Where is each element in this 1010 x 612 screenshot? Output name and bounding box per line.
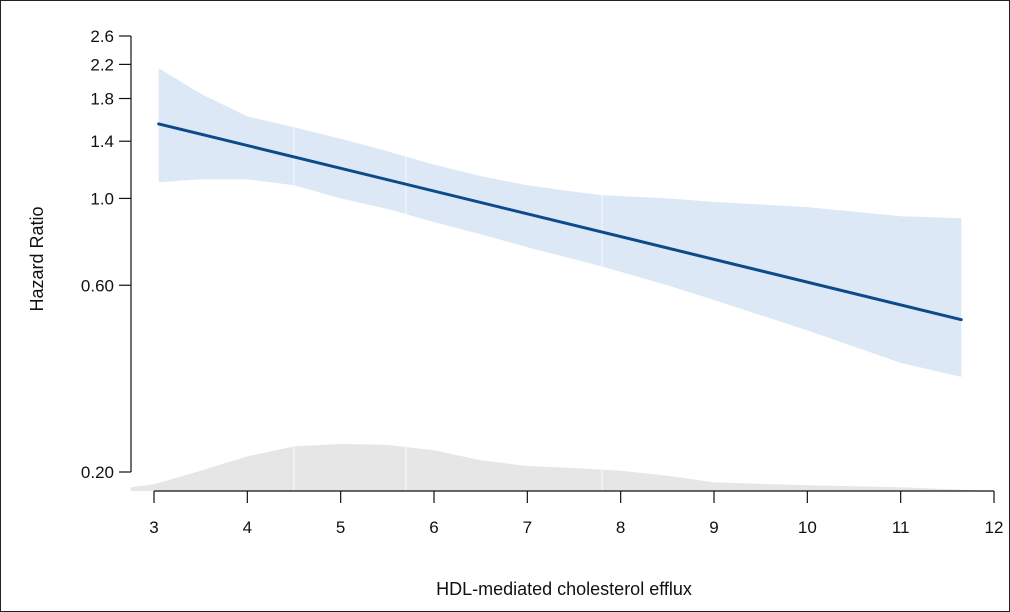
x-tick-label: 6 — [429, 518, 438, 537]
x-tick-label: 7 — [523, 518, 532, 537]
y-axis: 0.20 0.60 1.0 1.4 1.8 2.2 2.6 — [81, 27, 132, 482]
y-tick-label: 1.4 — [90, 132, 114, 151]
x-tick-label: 11 — [892, 518, 910, 537]
estimate-line-layer — [157, 122, 963, 322]
x-tick-label: 12 — [985, 518, 1004, 537]
x-tick-label: 9 — [709, 518, 718, 537]
x-tick-label: 10 — [798, 518, 817, 537]
y-axis-title: Hazard Ratio — [27, 206, 47, 311]
x-axis-title: HDL-mediated cholesterol efflux — [436, 579, 692, 599]
y-tick-label: 0.20 — [81, 463, 114, 482]
y-tick-label: 1.8 — [90, 90, 114, 109]
y-tick-label: 0.60 — [81, 276, 114, 295]
x-tick-label: 3 — [149, 518, 158, 537]
density-area — [130, 444, 994, 491]
hazard-ratio-line — [157, 122, 963, 322]
density-layer — [130, 444, 994, 491]
x-tick-label: 4 — [243, 518, 252, 537]
x-tick-label: 5 — [336, 518, 345, 537]
y-tick-label: 1.0 — [90, 189, 114, 208]
y-tick-label: 2.6 — [90, 27, 114, 46]
x-tick-label: 8 — [616, 518, 625, 537]
y-tick-label: 2.2 — [90, 55, 114, 74]
x-axis: 3 4 5 6 7 8 9 10 11 12 — [149, 490, 1004, 537]
